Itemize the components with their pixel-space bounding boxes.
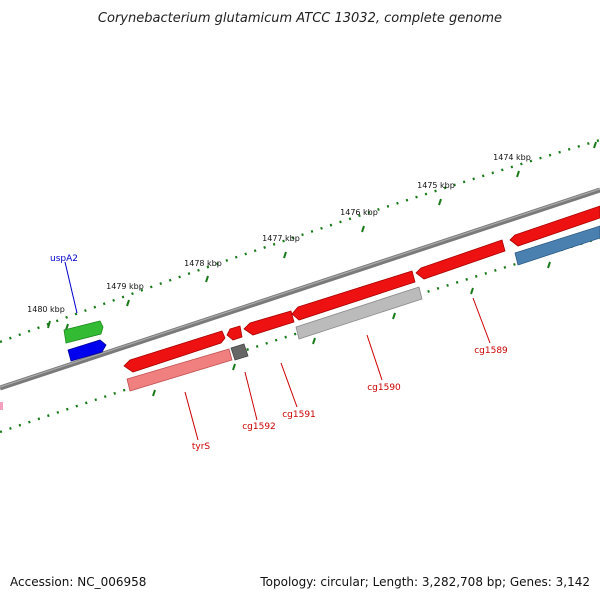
cds-track-secondary [126,225,600,392]
leader-lines [64,261,491,441]
scale-label: 1478 kbp [184,259,222,268]
leader-tyrS [184,391,199,441]
feature-cg1590-secondary[interactable] [295,286,423,340]
major-tick [593,141,597,149]
major-tick [232,363,236,371]
outer-scale [0,138,600,344]
feature-tyrS-secondary[interactable] [126,348,233,392]
forward-features [63,320,107,362]
map-title: Corynebacterium glutamicum ATCC 13032, c… [98,11,502,26]
gene-label-cg1590[interactable]: cg1590 [367,383,401,393]
major-tick [152,389,156,397]
gene-label-uspA2[interactable]: uspA2 [50,254,78,264]
feature-partial-left [0,402,3,410]
gene-label-cg1591[interactable]: cg1591 [282,410,316,420]
major-tick [205,275,209,283]
genome-backbone-highlight [0,188,600,388]
scale-label: 1474 kbp [493,153,531,162]
major-tick [283,251,287,259]
accession-text: Accession: NC_006958 [10,575,146,589]
inner-scale [0,236,600,434]
major-tick [392,312,396,320]
feature-uspA2-green[interactable] [63,320,104,344]
scale-label: 1476 kbp [340,208,378,217]
gene-labels: uspA2 tyrS cg1592 cg1591 cg1590 cg1589 [50,254,508,452]
scale-label: 1477 kbp [262,234,300,243]
major-tick [361,225,365,233]
major-tick [126,299,130,307]
scale-labels: 1474 kbp 1475 kbp 1476 kbp 1477 kbp 1478… [27,153,531,314]
leader-uspA2 [64,261,78,314]
feature-uspA2-blue[interactable] [67,339,107,362]
outer-scale-ticks [0,138,600,344]
gene-label-cg1589[interactable]: cg1589 [474,346,508,356]
genome-summary-text: Topology: circular; Length: 3,282,708 bp… [259,575,590,589]
feature-tyrS[interactable] [123,330,226,373]
scale-label: 1475 kbp [417,181,455,190]
gene-label-tyrS[interactable]: tyrS [192,442,211,452]
feature-cg1592[interactable] [226,325,243,341]
leader-cg1590 [366,334,383,381]
major-tick [65,323,69,331]
leader-cg1592 [244,371,258,421]
gene-label-cg1592[interactable]: cg1592 [242,422,276,432]
major-tick [47,320,51,329]
feature-cg1591[interactable] [243,310,295,336]
feature-steel-blue[interactable] [514,225,600,266]
feature-cg1592-secondary[interactable] [230,343,249,361]
major-tick [470,287,474,295]
major-tick [438,198,442,206]
leader-cg1589 [472,297,491,344]
scale-label: 1480 kbp [27,305,65,314]
major-tick [516,170,520,178]
leader-cg1591 [280,362,298,408]
feature-cg1589[interactable] [415,239,506,280]
scale-label: 1479 kbp [106,282,144,291]
genome-backbone [0,187,600,391]
inner-scale-ticks [0,236,600,434]
major-tick [547,261,551,269]
feature-cg1590[interactable] [291,270,416,321]
major-tick [312,337,316,345]
cds-track-red [123,205,600,373]
feature-next-cds[interactable] [509,205,600,247]
